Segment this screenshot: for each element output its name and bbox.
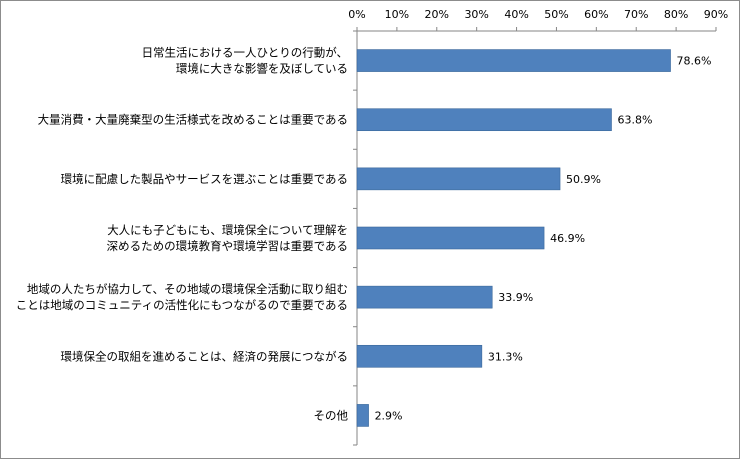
category-label: 環境に配慮した製品やサービスを選ぶことは重要である [61, 172, 348, 186]
bar [356, 344, 483, 368]
x-tick-label: 90% [704, 8, 728, 21]
x-tick-label: 40% [504, 8, 528, 21]
data-label: 33.9% [498, 291, 533, 304]
category-label: その他 [314, 408, 349, 422]
data-label: 63.8% [617, 114, 652, 127]
x-tick-label: 0% [348, 8, 365, 21]
bar [356, 285, 493, 309]
category-label: 環境保全の取組を進めることは、経済の発展につながる [61, 349, 349, 363]
x-tick-label: 50% [544, 8, 568, 21]
category-label: 大量消費・大量廃棄型の生活様式を改めることは重要である [38, 113, 348, 127]
data-label: 46.9% [550, 232, 585, 245]
data-label: 50.9% [566, 173, 601, 186]
data-label: 2.9% [375, 409, 403, 422]
data-label: 78.6% [677, 55, 712, 68]
x-tick-label: 80% [664, 8, 688, 21]
category-label: ことは地域のコミュニティの活性化にもつながるので重要である [16, 298, 348, 312]
x-tick-label: 10% [385, 8, 409, 21]
category-label: 大人にも子どもにも、環境保全について理解を [107, 223, 348, 237]
bar [356, 167, 561, 191]
bar [356, 108, 612, 132]
x-tick-label: 70% [624, 8, 648, 21]
category-label: 環境に大きな影響を及ぼしている [176, 62, 348, 76]
data-label: 31.3% [488, 350, 523, 363]
bar [356, 226, 545, 250]
x-tick-label: 30% [464, 8, 488, 21]
x-tick-label: 60% [584, 8, 608, 21]
category-label: 日常生活における一人ひとりの行動が、 [142, 46, 348, 60]
category-label: 地域の人たちが協力して、その地域の環境保全活動に取り組む [27, 282, 348, 296]
category-label: 深めるための環境教育や環境学習は重要である [107, 239, 348, 253]
x-tick-label: 20% [425, 8, 449, 21]
bar [356, 404, 369, 427]
bar [356, 49, 671, 72]
